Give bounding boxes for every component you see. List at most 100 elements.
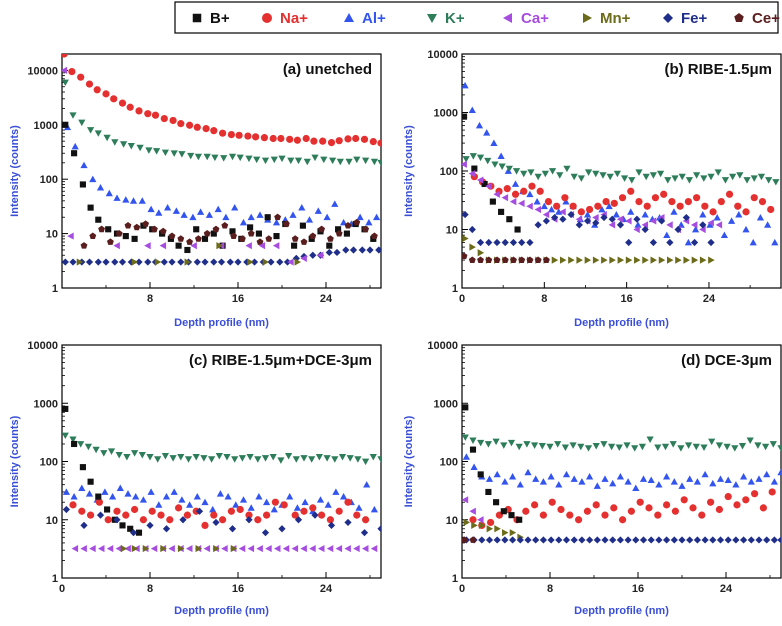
data-point [471, 165, 478, 172]
data-point [477, 471, 484, 478]
data-point [758, 197, 767, 206]
data-point [561, 444, 569, 451]
data-point [618, 194, 627, 202]
data-point [329, 157, 337, 165]
data-point [714, 169, 722, 176]
data-point [469, 516, 477, 524]
series-Na [69, 498, 370, 529]
data-point [102, 90, 110, 98]
data-point [493, 190, 500, 198]
data-point [600, 213, 608, 222]
data-point [234, 258, 242, 266]
data-point [293, 136, 301, 144]
data-point [327, 139, 336, 147]
data-point [664, 177, 672, 184]
data-point [716, 475, 725, 482]
data-point [365, 218, 373, 226]
data-point [526, 256, 534, 264]
legend-frame [174, 1, 779, 34]
data-point [654, 444, 662, 451]
data-point [269, 454, 277, 461]
data-point [129, 197, 138, 204]
y-tick-label: 1000 [34, 398, 58, 410]
data-point [113, 194, 121, 201]
data-point [663, 536, 671, 544]
data-point [124, 490, 132, 497]
data-point [610, 504, 618, 512]
data-point [683, 256, 690, 264]
y-tick-label: 1 [452, 573, 458, 585]
data-point [102, 258, 110, 266]
data-point [92, 446, 100, 454]
data-point [358, 246, 366, 254]
data-point [481, 180, 488, 188]
data-point [602, 197, 610, 206]
data-point [575, 221, 583, 229]
data-point [699, 221, 707, 229]
data-point [272, 218, 281, 226]
data-point [715, 221, 723, 229]
legend-label: Mn+ [600, 10, 631, 27]
data-point [755, 475, 763, 482]
data-point [127, 142, 135, 150]
series-Fe [62, 505, 381, 537]
data-point [353, 511, 361, 519]
y-tick-label: 10000 [427, 49, 458, 61]
data-point [532, 475, 540, 482]
data-point [178, 496, 186, 503]
data-point [239, 218, 248, 226]
data-point [87, 204, 94, 211]
data-point [247, 213, 255, 221]
data-point [649, 238, 657, 247]
data-point [623, 442, 631, 449]
data-point [363, 481, 371, 488]
data-point [520, 170, 528, 178]
data-point [71, 142, 79, 150]
data-point [635, 169, 643, 176]
data-point [627, 187, 635, 195]
data-point [300, 254, 307, 262]
data-point [345, 158, 353, 166]
legend-item-Fe: Fe+ [663, 10, 708, 27]
data-point [362, 157, 370, 165]
data-point [223, 454, 231, 461]
data-point [562, 197, 570, 205]
data-point [485, 182, 492, 190]
data-point [468, 170, 476, 178]
data-point [511, 180, 520, 187]
data-point [113, 507, 121, 515]
legend-marker [583, 13, 592, 23]
data-point [700, 175, 708, 182]
data-point [278, 155, 286, 163]
data-point [663, 473, 671, 480]
data-point [561, 194, 569, 202]
data-point [62, 54, 68, 58]
data-point [335, 229, 343, 237]
data-point [468, 256, 476, 264]
data-point [142, 220, 150, 227]
data-point [516, 516, 523, 523]
data-point [540, 202, 548, 210]
data-point [160, 114, 168, 123]
data-point [663, 231, 671, 239]
y-tick-label: 10 [446, 515, 458, 527]
data-point [713, 213, 721, 221]
data-point [518, 238, 526, 247]
series-Fe [462, 210, 715, 247]
data-point [668, 197, 676, 206]
data-point [639, 475, 648, 482]
data-point [154, 456, 162, 463]
data-point [509, 536, 517, 544]
data-point [208, 456, 216, 463]
data-point [212, 225, 220, 233]
legend-label: Ca+ [521, 10, 549, 27]
data-point [485, 488, 492, 496]
data-point [103, 134, 111, 142]
data-point [109, 492, 117, 500]
data-point [468, 106, 476, 113]
data-point [213, 544, 220, 553]
data-point [69, 258, 77, 266]
data-point [84, 443, 92, 451]
data-point [491, 161, 499, 168]
data-point [77, 441, 85, 448]
